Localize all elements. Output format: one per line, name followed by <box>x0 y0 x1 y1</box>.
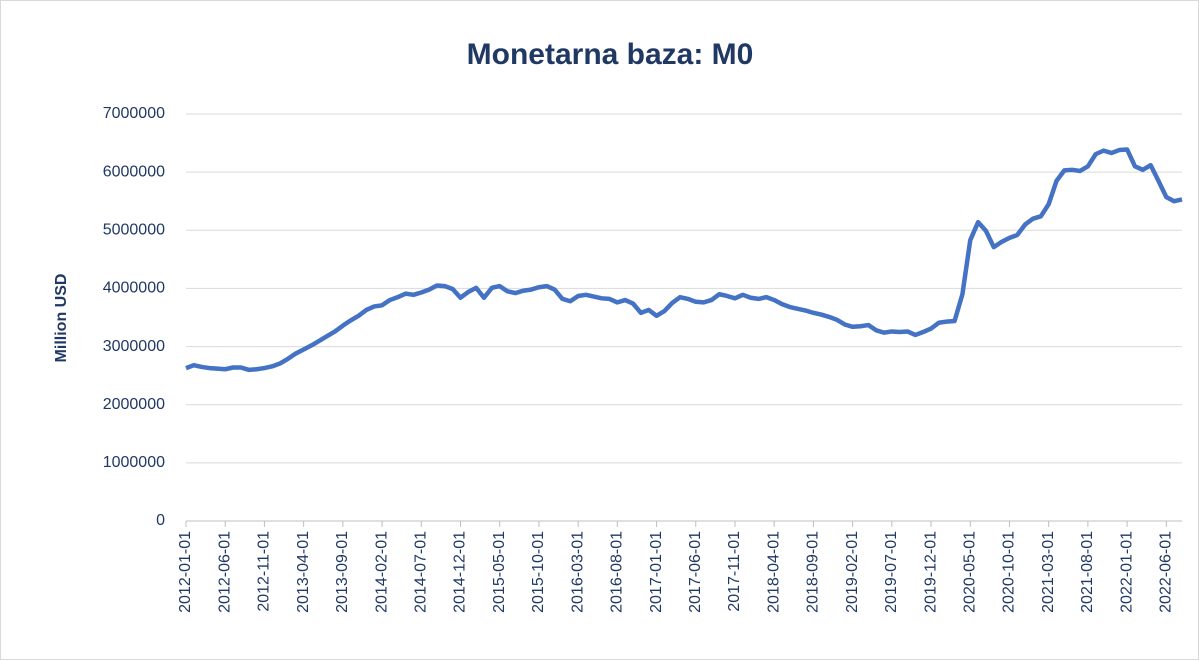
x-tick-label: 2014-02-01 <box>373 531 390 613</box>
x-tick-label: 2014-12-01 <box>452 531 469 613</box>
y-tick-label: 7000000 <box>103 105 165 122</box>
chart-title: Monetarna baza: M0 <box>467 38 754 71</box>
x-tick-label: 2018-09-01 <box>805 531 822 613</box>
x-tick-label: 2018-04-01 <box>765 531 782 613</box>
x-tick-label: 2017-01-01 <box>648 531 665 613</box>
x-tick-label: 2015-05-01 <box>491 531 508 613</box>
x-tick-label: 2012-06-01 <box>216 531 233 613</box>
x-tick-label: 2021-08-01 <box>1079 531 1096 613</box>
x-tick-label: 2019-07-01 <box>883 531 900 613</box>
x-tick-label: 2021-03-01 <box>1040 531 1057 613</box>
y-tick-label: 2000000 <box>103 396 165 413</box>
x-tick-label: 2012-01-01 <box>177 531 194 613</box>
y-tick-label: 4000000 <box>103 280 165 297</box>
x-tick-label: 2020-05-01 <box>961 531 978 613</box>
x-tick-label: 2014-07-01 <box>412 531 429 613</box>
x-tick-label: 2013-09-01 <box>334 531 351 613</box>
x-tick-label: 2019-12-01 <box>922 531 939 613</box>
x-tick-label: 2017-06-01 <box>687 531 704 613</box>
x-tick-label: 2020-10-01 <box>1001 531 1018 613</box>
y-tick-label: 6000000 <box>103 163 165 180</box>
y-axis-label: Million USD <box>53 274 70 363</box>
y-tick-label: 5000000 <box>103 222 165 239</box>
x-tick-label: 2016-03-01 <box>569 531 586 613</box>
x-tick-label: 2012-11-01 <box>256 531 273 612</box>
y-tick-label: 0 <box>156 512 165 529</box>
y-tick-label: 3000000 <box>103 338 165 355</box>
x-tick-label: 2015-10-01 <box>530 531 547 613</box>
y-tick-label: 1000000 <box>103 454 165 471</box>
x-tick-label: 2019-02-01 <box>844 531 861 613</box>
x-tick-label: 2016-08-01 <box>609 531 626 613</box>
x-tick-label: 2013-04-01 <box>295 531 312 613</box>
x-tick-label: 2022-01-01 <box>1118 531 1135 613</box>
x-tick-label: 2017-11-01 <box>726 531 743 612</box>
x-tick-label: 2022-06-01 <box>1158 531 1175 613</box>
data-line <box>185 147 1183 373</box>
